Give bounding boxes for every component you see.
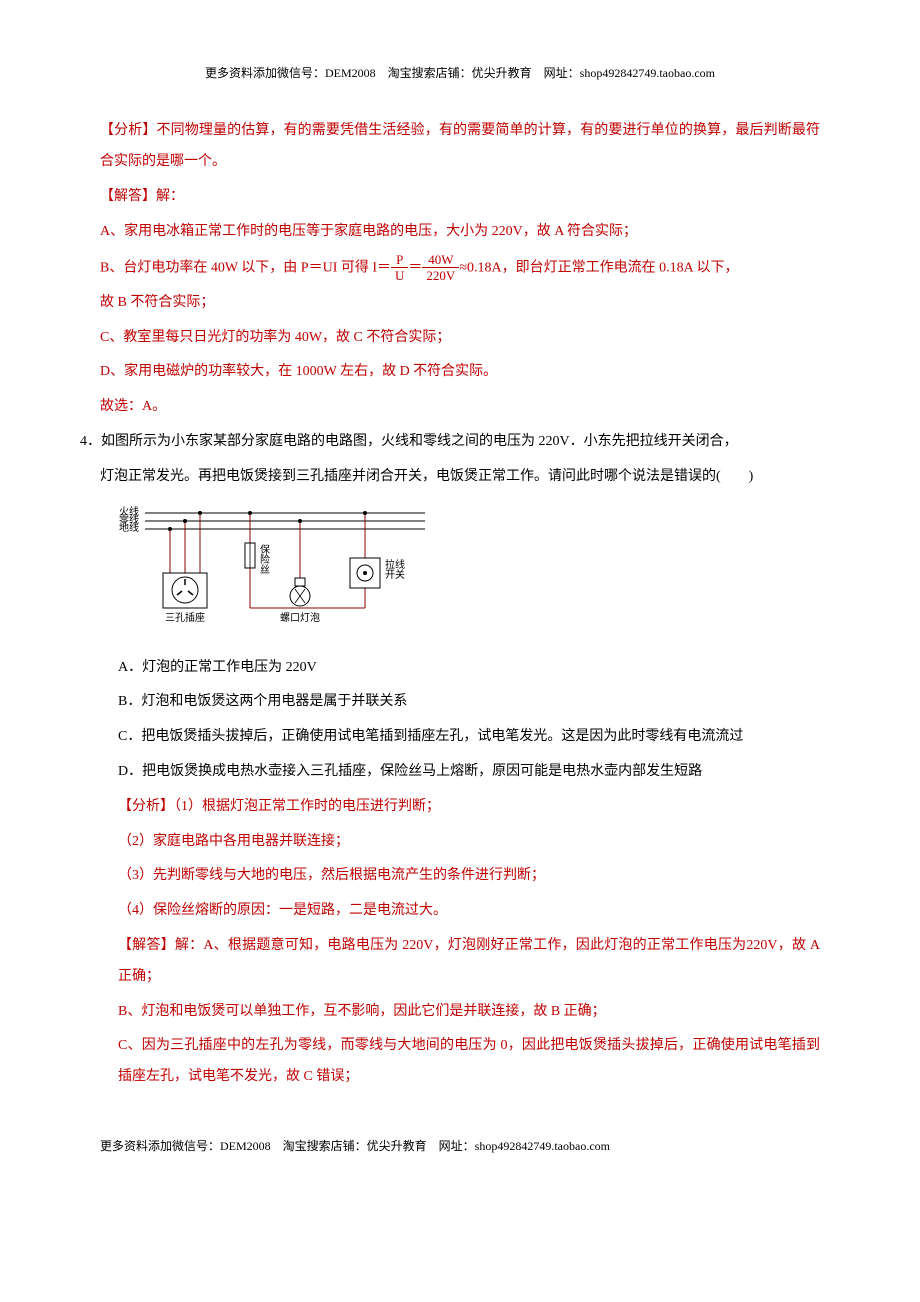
analysis4-item4: （4）保险丝熔断的原因：一是短路，二是电流过大。 — [100, 896, 820, 927]
frac1-den: U — [391, 268, 408, 284]
fraction-1: PU — [391, 252, 408, 284]
answer3-label: 【解答】 — [100, 189, 156, 204]
analysis3-text: 不同物理量的估算，有的需要凭借生活经验，有的需要简单的计算，有的要进行单位的换算… — [100, 123, 820, 169]
frac1-num: P — [391, 252, 408, 269]
main-content: 【分析】不同物理量的估算，有的需要凭借生活经验，有的需要简单的计算，有的要进行单… — [80, 116, 840, 1093]
optB-prefix: B、台灯电功率在 40W 以下，由 P＝UI 可得 I＝ — [100, 260, 391, 275]
eq-sign: ＝ — [408, 260, 422, 275]
label-socket: 三孔插座 — [165, 611, 205, 624]
analysis4-item1: （1）根据灯泡正常工作时的电压进行判断； — [174, 799, 440, 814]
circuit-svg: 火线 零线 地线 三孔插座 保 险 — [115, 503, 425, 638]
label-bulb: 螺口灯泡 — [280, 611, 320, 624]
answer4-optA-text: 解：A、根据题意可知，电路电压为 220V，灯泡刚好正常工作，因此灯泡的正常工作… — [118, 938, 820, 984]
analysis4-label: 【分析】 — [118, 799, 174, 814]
header-text: 更多资料添加微信号：DEM2008 淘宝搜索店铺：优尖升教育 网址：shop49… — [205, 66, 715, 80]
answer3-optB: B、台灯电功率在 40W 以下，由 P＝UI 可得 I＝PU＝40W220V≈0… — [100, 252, 820, 284]
answer4-optA: 【解答】解：A、根据题意可知，电路电压为 220V，灯泡刚好正常工作，因此灯泡的… — [100, 931, 820, 993]
frac2-den: 220V — [422, 268, 459, 284]
analysis4-item3: （3）先判断零线与大地的电压，然后根据电流产生的条件进行判断； — [100, 861, 820, 892]
q4-text1: 如图所示为小东家某部分家庭电路的电路图，火线和零线之间的电压为 220V．小东先… — [101, 434, 738, 449]
answer3-optA: A、家用电冰箱正常工作时的电压等于家庭电路的电压，大小为 220V，故 A 符合… — [100, 217, 820, 248]
answer3-label-line: 【解答】解： — [100, 182, 820, 213]
optB-suffix: ≈0.18A，即台灯正常工作电流在 0.18A 以下， — [459, 260, 738, 275]
answer3-optB-line2: 故 B 不符合实际； — [100, 288, 820, 319]
q4-number: 4． — [80, 434, 101, 449]
answer4-optB: B、灯泡和电饭煲可以单独工作，互不影响，因此它们是并联连接，故 B 正确； — [100, 997, 820, 1028]
analysis4-line1: 【分析】（1）根据灯泡正常工作时的电压进行判断； — [100, 792, 820, 823]
page-footer: 更多资料添加微信号：DEM2008 淘宝搜索店铺：优尖升教育 网址：shop49… — [80, 1133, 840, 1159]
answer3-optD: D、家用电磁炉的功率较大，在 1000W 左右，故 D 不符合实际。 — [100, 357, 820, 388]
footer-text: 更多资料添加微信号：DEM2008 淘宝搜索店铺：优尖升教育 网址：shop49… — [100, 1139, 610, 1153]
answer3-conclusion: 故选：A。 — [100, 392, 820, 423]
analysis3-label: 【分析】 — [100, 123, 156, 138]
label-fuse3: 丝 — [260, 564, 270, 576]
answer4-label: 【解答】 — [118, 938, 175, 953]
q4-optA: A．灯泡的正常工作电压为 220V — [100, 653, 820, 684]
fraction-2: 40W220V — [422, 252, 459, 284]
q4-optB: B．灯泡和电饭煲这两个用电器是属于并联关系 — [100, 687, 820, 718]
label-ground: 地线 — [119, 521, 139, 534]
frac2-num: 40W — [422, 252, 459, 269]
q4-optC: C．把电饭煲插头拔掉后，正确使用试电笔插到插座左孔，试电笔发光。这是因为此时零线… — [100, 722, 820, 753]
question4-line1: 4．如图所示为小东家某部分家庭电路的电路图，火线和零线之间的电压为 220V．小… — [80, 427, 820, 458]
analysis3-block: 【分析】不同物理量的估算，有的需要凭借生活经验，有的需要简单的计算，有的要进行单… — [100, 116, 820, 178]
circuit-diagram: 火线 零线 地线 三孔插座 保 险 — [115, 503, 425, 638]
answer4-optC: C、因为三孔插座中的左孔为零线，而零线与大地间的电压为 0，因此把电饭煲插头拔掉… — [100, 1031, 820, 1093]
page-header: 更多资料添加微信号：DEM2008 淘宝搜索店铺：优尖升教育 网址：shop49… — [80, 60, 840, 86]
question4-line2: 灯泡正常发光。再把电饭煲接到三孔插座并闭合开关，电饭煲正常工作。请问此时哪个说法… — [100, 462, 820, 493]
analysis4-item2: （2）家庭电路中各用电器并联连接； — [100, 827, 820, 858]
answer3-after: 解： — [156, 189, 184, 204]
q4-optD: D．把电饭煲换成电热水壶接入三孔插座，保险丝马上熔断，原因可能是电热水壶内部发生… — [100, 757, 820, 788]
answer3-optC: C、教室里每只日光灯的功率为 40W，故 C 不符合实际； — [100, 323, 820, 354]
label-switch2: 开关 — [385, 568, 405, 581]
